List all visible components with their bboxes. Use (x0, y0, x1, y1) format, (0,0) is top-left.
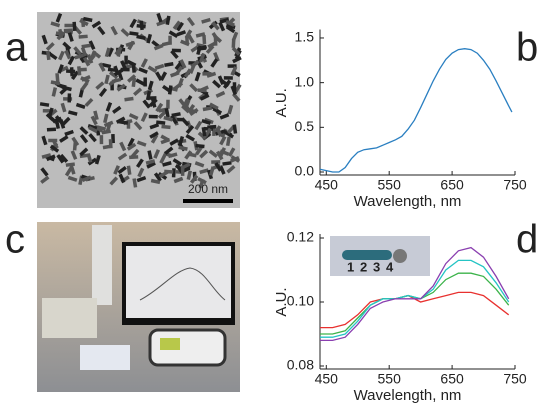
nanorod (48, 139, 57, 143)
nanorod (72, 22, 76, 31)
x-axis-title: Wavelength, nm (354, 387, 462, 403)
monitor-screen (126, 246, 231, 318)
nanorod (224, 76, 233, 80)
nanorod (67, 93, 71, 102)
nanorod (202, 35, 206, 44)
scale-bar-label: 200 nm (188, 182, 228, 196)
light-source (42, 298, 97, 338)
y-axis-title: A.U. (273, 88, 290, 117)
nanorod (55, 73, 59, 82)
x-tick-label: 750 (503, 177, 527, 193)
x-tick-label: 550 (378, 177, 402, 193)
inset-label: 1 (347, 259, 354, 274)
nanorod (166, 100, 170, 109)
x-tick-label: 450 (315, 371, 339, 387)
panel-label: c (5, 218, 25, 262)
x-tick-label: 650 (440, 177, 464, 193)
nanorod (66, 69, 75, 73)
nanorod (79, 35, 88, 39)
inset-label: 2 (360, 259, 367, 274)
nanorod (100, 135, 104, 144)
x-tick-label: 750 (503, 371, 527, 387)
nanorod (185, 36, 189, 45)
x-axis-title: Wavelength, nm (354, 193, 462, 210)
inset-label: 3 (373, 259, 380, 274)
inset-label: 4 (386, 259, 394, 274)
panel-label: b (516, 26, 538, 70)
sample (80, 345, 130, 370)
x-tick-label: 450 (315, 177, 339, 193)
spectrometer (92, 225, 112, 305)
scale-bar (183, 199, 233, 203)
y-tick-label: 0.08 (287, 357, 314, 373)
inset-drop (393, 249, 407, 263)
panel-label: a (5, 26, 28, 70)
nanorod (198, 88, 207, 92)
y-tick-label: 1.0 (295, 73, 315, 89)
nanorod (132, 64, 136, 73)
figure: 200 nm a b c d 0.0 0.5 1.0 1.5 450 550 650 750 W… (0, 0, 543, 403)
x-tick-label: 650 (440, 371, 464, 387)
nanorod (47, 127, 56, 131)
data-line (320, 273, 509, 334)
y-tick-label: 0.0 (295, 163, 315, 179)
nanorod (64, 24, 73, 28)
y-tick-label: 0.10 (287, 293, 314, 309)
data-line (320, 49, 512, 172)
y-axis-title: A.U. (273, 287, 290, 316)
y-tick-label: 0.5 (295, 118, 315, 134)
y-tick-label: 1.5 (295, 29, 315, 45)
x-tick-label: 550 (378, 371, 402, 387)
nanorod (129, 155, 138, 159)
nanorod (172, 49, 181, 53)
panel-label: d (516, 218, 538, 262)
nanorod (181, 167, 185, 176)
nanorod (64, 28, 73, 32)
y-tick-label: 0.12 (287, 229, 314, 245)
nanorod (149, 115, 158, 119)
nanorod (124, 56, 128, 65)
nanorod (214, 37, 218, 46)
device-display (160, 338, 180, 350)
nanorod (143, 77, 147, 86)
